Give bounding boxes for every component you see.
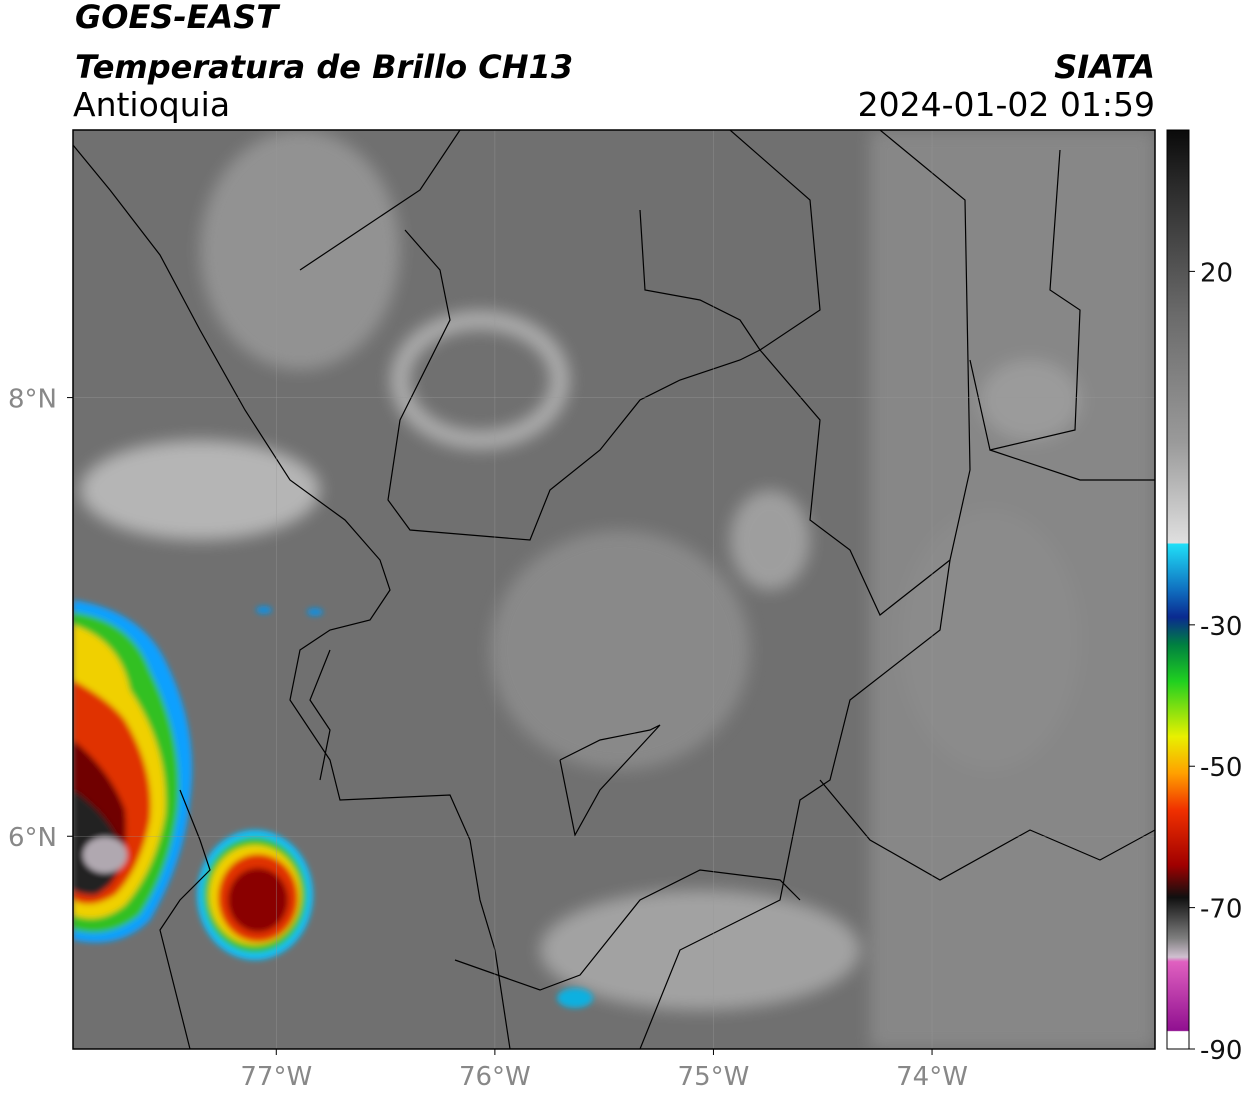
datetime-label: 2024-01-02 01:59 bbox=[858, 85, 1155, 124]
colorbar-tick-label: -90 bbox=[1200, 1036, 1242, 1066]
product-title: Temperatura de Brillo CH13 bbox=[75, 48, 573, 86]
colorbar-ticks: 20 -30 -50 -70 -90 bbox=[1189, 258, 1242, 1066]
y-tick-label: 8°N bbox=[8, 385, 57, 415]
map-frame bbox=[72, 129, 1156, 1050]
satellite-title: GOES-EAST bbox=[75, 0, 280, 36]
x-tick-label: 77°W bbox=[240, 1062, 312, 1092]
y-tick-label: 6°N bbox=[8, 823, 57, 853]
region-label: Antioquia bbox=[73, 85, 230, 124]
colorbar bbox=[1166, 129, 1190, 1050]
x-tick-label: 74°W bbox=[896, 1062, 968, 1092]
x-tick-label: 75°W bbox=[678, 1062, 750, 1092]
colorbar-tick-label: 20 bbox=[1200, 258, 1233, 288]
source-label: SIATA bbox=[1054, 48, 1155, 86]
colorbar-tick-label: -50 bbox=[1200, 753, 1242, 783]
colorbar-tick-label: -70 bbox=[1200, 895, 1242, 925]
colorbar-tick-label: -30 bbox=[1200, 612, 1242, 642]
map-axes: 77°W 76°W 75°W 74°W 6°N 8°N bbox=[8, 130, 1155, 1092]
satellite-image bbox=[73, 130, 1155, 1049]
x-tick-label: 76°W bbox=[459, 1062, 531, 1092]
